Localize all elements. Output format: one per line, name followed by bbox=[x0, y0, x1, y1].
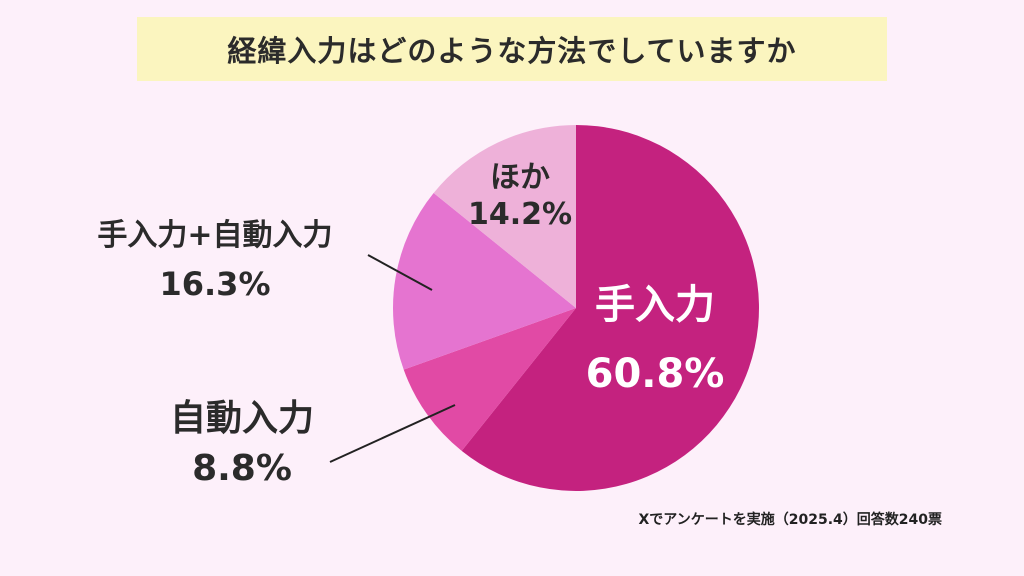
survey-footnote: Xでアンケートを実施（2025.4）回答数240票 bbox=[638, 512, 942, 528]
slice-label: ほか bbox=[490, 160, 550, 195]
pie-slice bbox=[433, 125, 576, 308]
slice-value-label: 16.3% bbox=[159, 265, 270, 303]
pie-slice bbox=[461, 125, 759, 492]
page-title: 経緯入力はどのような方法でしていますか bbox=[227, 34, 797, 68]
title-banner: 経緯入力はどのような方法でしていますか bbox=[137, 17, 887, 81]
slice-label: 自動入力 bbox=[170, 398, 314, 439]
pie-slice bbox=[403, 308, 576, 451]
slice-value-label: 14.2% bbox=[468, 197, 572, 232]
pie-slice bbox=[392, 193, 576, 370]
leader-line-auto bbox=[329, 404, 456, 463]
slice-label: 手入力+自動入力 bbox=[97, 218, 332, 253]
leader-line-mixed bbox=[367, 254, 433, 291]
slice-label: 手入力 bbox=[595, 282, 715, 328]
slice-value-label: 8.8% bbox=[192, 448, 292, 489]
slice-value-label: 60.8% bbox=[586, 351, 725, 397]
